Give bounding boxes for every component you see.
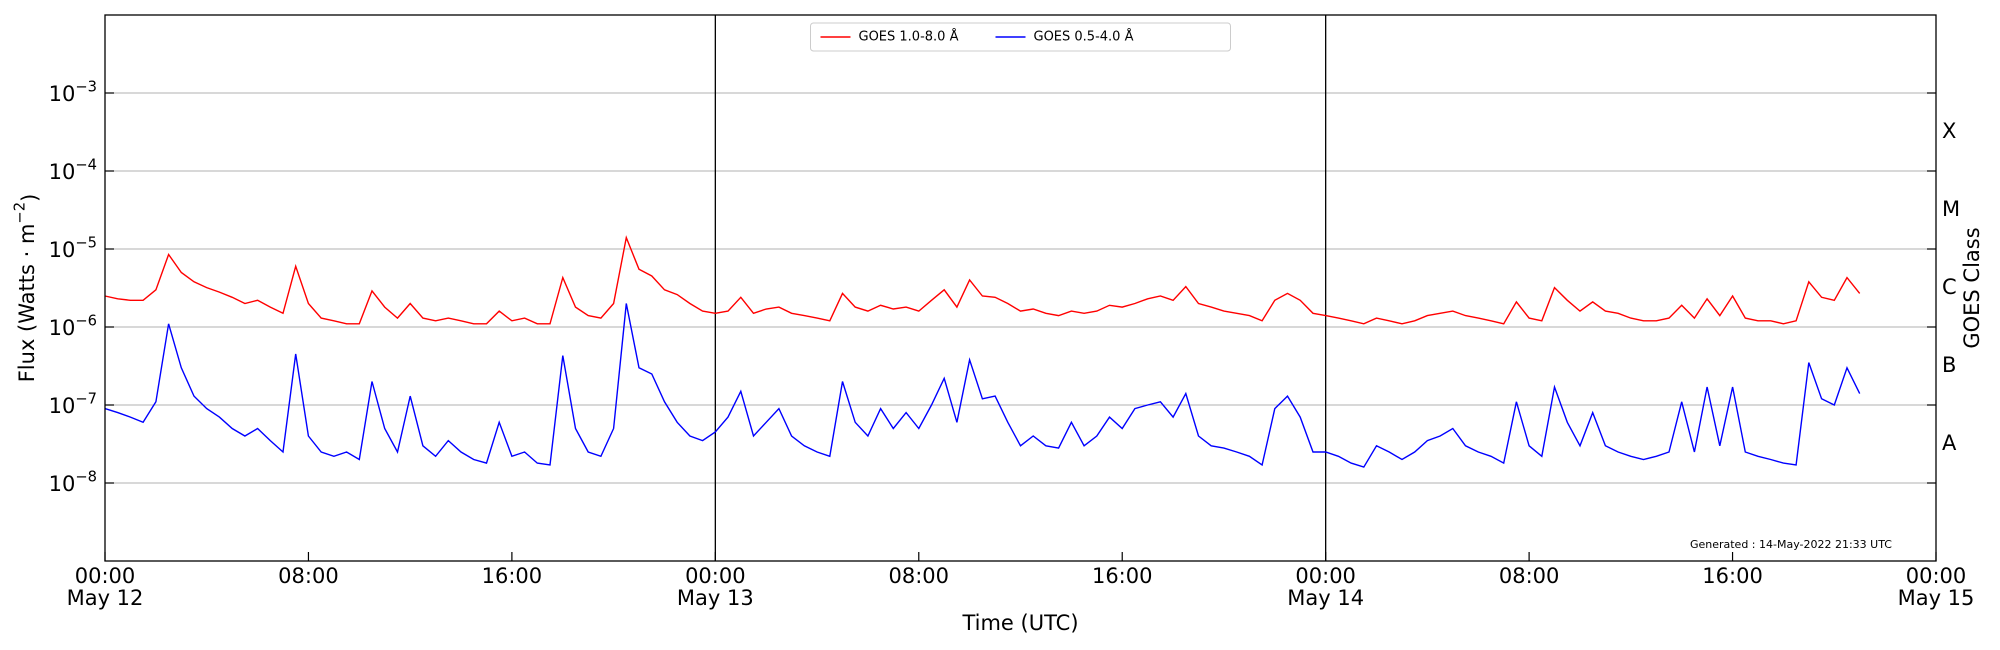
x-axis-label: Time (UTC)	[961, 611, 1078, 635]
y-tick-label: 10−8	[49, 469, 97, 496]
x-tick-label: 00:00	[1906, 564, 1967, 588]
x-tick-label: 08:00	[889, 564, 950, 588]
y2-tick-label: B	[1942, 353, 1956, 377]
x-tick-label: 16:00	[1092, 564, 1153, 588]
y-tick-label: 10−3	[49, 79, 97, 106]
x-tick-label: 08:00	[278, 564, 339, 588]
x-tick-label: 16:00	[1702, 564, 1763, 588]
y-tick-label: 10−7	[49, 391, 97, 418]
x-tick-label: 00:00	[75, 564, 136, 588]
y-tick-label: 10−6	[49, 313, 97, 340]
y2-tick-label: M	[1942, 197, 1960, 221]
x-tick-date: May 13	[677, 586, 754, 610]
y2-tick-label: A	[1942, 431, 1957, 455]
plot-frame	[104, 14, 1937, 562]
x-tick-date: May 15	[1898, 586, 1975, 610]
legend-label: GOES 0.5-4.0 Å	[1034, 29, 1134, 45]
y-tick-label: 10−5	[49, 235, 97, 262]
generated-note: Generated : 14-May-2022 21:33 UTC	[1690, 538, 1892, 551]
y-tick-label: 10−4	[49, 157, 97, 184]
x-tick-label: 00:00	[685, 564, 746, 588]
legend-label: GOES 1.0-8.0 Å	[859, 29, 959, 45]
y2-tick-label: C	[1942, 275, 1957, 299]
flux-line	[104, 303, 1861, 468]
y-axis-label: Flux (Watts · m−2)	[12, 194, 43, 383]
legend: GOES 1.0-8.0 Å GOES 0.5-4.0 Å	[810, 22, 1231, 52]
y2-axis-label: GOES Class	[1960, 227, 1984, 348]
flux-line	[104, 235, 1861, 325]
x-tick-date: May 12	[67, 586, 144, 610]
y2-tick-label: X	[1942, 119, 1956, 143]
x-tick-label: 08:00	[1499, 564, 1560, 588]
x-tick-label: 16:00	[482, 564, 543, 588]
x-tick-label: 00:00	[1295, 564, 1356, 588]
x-tick-date: May 14	[1287, 586, 1364, 610]
